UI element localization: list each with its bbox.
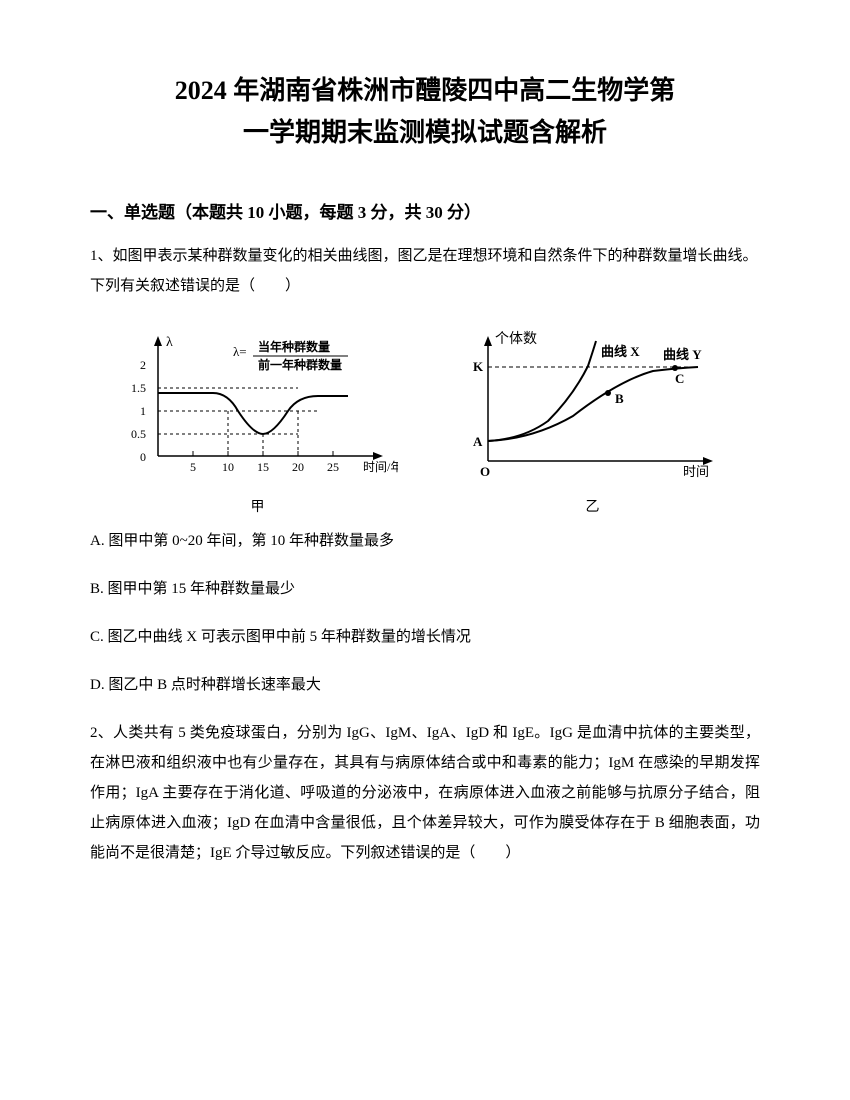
- svg-text:O: O: [480, 464, 490, 479]
- svg-text:曲线 X: 曲线 X: [601, 344, 640, 359]
- svg-text:15: 15: [257, 460, 269, 474]
- svg-text:时间: 时间: [683, 464, 709, 479]
- figure-1-caption: 甲: [251, 496, 265, 516]
- svg-text:曲线 Y: 曲线 Y: [663, 347, 702, 362]
- svg-text:5: 5: [190, 460, 196, 474]
- svg-text:0: 0: [140, 450, 146, 464]
- svg-text:前一年种群数量: 前一年种群数量: [258, 357, 342, 372]
- document-title: 2024 年湖南省株洲市醴陵四中高二生物学第 一学期期末监测模拟试题含解析: [90, 70, 760, 153]
- svg-text:A: A: [473, 434, 483, 449]
- svg-text:B: B: [615, 391, 624, 406]
- figure-1: λ 0 0.5 1 1.5 2 5 10 15 20 25 时间/年: [118, 321, 398, 516]
- svg-text:0.5: 0.5: [131, 427, 146, 441]
- option-d: D. 图乙中 B 点时种群增长速率最大: [90, 670, 760, 700]
- section-header: 一、单选题（本题共 10 小题，每题 3 分，共 30 分）: [90, 198, 760, 223]
- chart-lambda: λ 0 0.5 1 1.5 2 5 10 15 20 25 时间/年: [118, 321, 398, 491]
- svg-text:λ=: λ=: [233, 344, 247, 359]
- question-1-text: 1、如图甲表示某种群数量变化的相关曲线图，图乙是在理想环境和自然条件下的种群数量…: [90, 241, 760, 301]
- svg-text:10: 10: [222, 460, 234, 474]
- option-b: B. 图甲中第 15 年种群数量最少: [90, 574, 760, 604]
- chart-growth: 个体数 时间 O K 曲线 X 曲线 Y A B C: [453, 321, 733, 491]
- svg-text:2: 2: [140, 358, 146, 372]
- y-axis-label: λ: [166, 335, 173, 350]
- figure-2-caption: 乙: [586, 496, 600, 516]
- option-a: A. 图甲中第 0~20 年间，第 10 年种群数量最多: [90, 526, 760, 556]
- svg-text:25: 25: [327, 460, 339, 474]
- question-2-text: 2、人类共有 5 类免疫球蛋白，分别为 IgG、IgM、IgA、IgD 和 Ig…: [90, 718, 760, 868]
- svg-text:K: K: [473, 359, 484, 374]
- figure-2: 个体数 时间 O K 曲线 X 曲线 Y A B C 乙: [453, 321, 733, 516]
- svg-text:20: 20: [292, 460, 304, 474]
- svg-text:1: 1: [140, 404, 146, 418]
- option-c: C. 图乙中曲线 X 可表示图甲中前 5 年种群数量的增长情况: [90, 622, 760, 652]
- svg-text:当年种群数量: 当年种群数量: [258, 339, 330, 354]
- svg-text:时间/年: 时间/年: [363, 460, 398, 474]
- svg-text:个体数: 个体数: [495, 331, 537, 347]
- svg-text:1.5: 1.5: [131, 381, 146, 395]
- svg-text:C: C: [675, 371, 684, 386]
- figures-container: λ 0 0.5 1 1.5 2 5 10 15 20 25 时间/年: [90, 321, 760, 516]
